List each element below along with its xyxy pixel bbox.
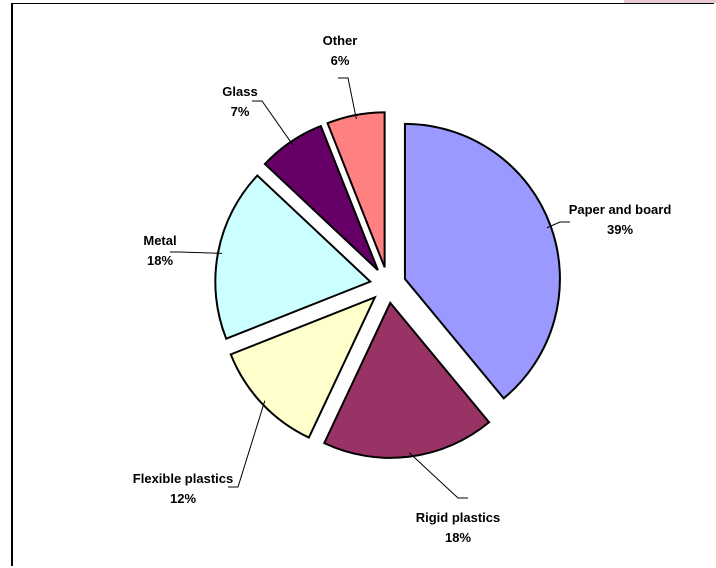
leader-line-flexible-plastics [228,400,266,488]
slice-label-metal: Metal [143,233,176,248]
slice-value-metal: 18% [147,253,173,268]
pie-slice-rigid-plastics [322,301,491,459]
pie-slice-flexible-plastics [229,295,377,439]
slice-value-flexible-plastics: 12% [170,491,196,506]
leader-line-paper-and-board [546,221,570,229]
slice-label-other: Other [323,33,358,48]
leader-line-glass [252,100,294,146]
chart-frame [11,3,714,566]
slice-label-paper-and-board: Paper and board [569,202,672,217]
slice-label-flexible-plastics: Flexible plastics [133,471,233,486]
leader-line-other [338,77,357,120]
leader-line-metal [170,251,223,254]
slice-label-rigid-plastics: Rigid plastics [416,510,501,525]
pie-slice-metal [214,174,373,340]
slice-value-rigid-plastics: 18% [445,530,471,545]
slice-value-other: 6% [331,53,350,68]
leader-line-rigid-plastics [408,452,468,499]
corner-accent [624,0,716,3]
slice-value-paper-and-board: 39% [607,222,633,237]
slice-value-glass: 7% [231,104,250,119]
slice-label-glass: Glass [222,84,257,99]
